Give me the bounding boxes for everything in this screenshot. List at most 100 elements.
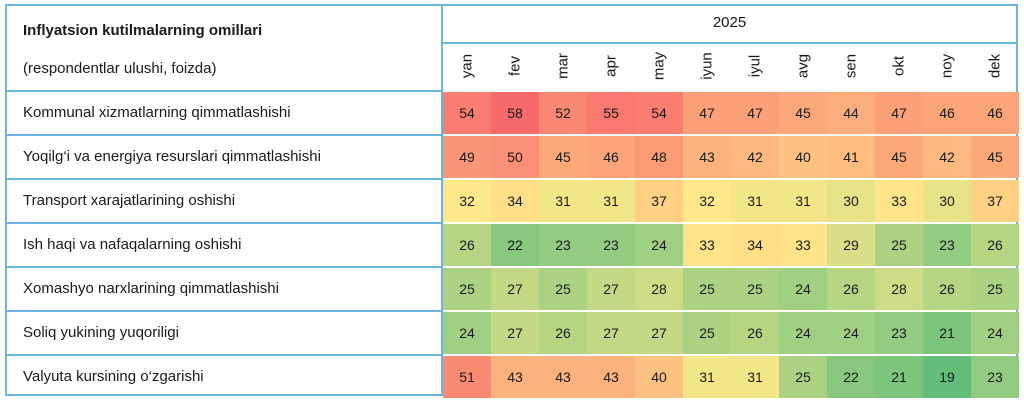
- heatmap-cell: 34: [491, 180, 539, 222]
- month-header: yan: [443, 42, 491, 90]
- heatmap-cell: 25: [731, 268, 779, 310]
- heatmap-cell: 42: [731, 136, 779, 178]
- heatmap-cell: 31: [731, 356, 779, 398]
- heatmap-cell: 25: [779, 356, 827, 398]
- heatmap-cell: 31: [779, 180, 827, 222]
- month-header: avg: [779, 42, 827, 90]
- heatmap-cell: 27: [587, 268, 635, 310]
- month-label: okt: [890, 55, 908, 77]
- heatmap-cell: 24: [827, 312, 875, 354]
- heatmap-cell: 21: [875, 356, 923, 398]
- heatmap-cell: 30: [923, 180, 971, 222]
- row-label: Yoqilg‘i va energiya resurslari qimmatla…: [7, 134, 441, 178]
- month-label: avg: [794, 53, 812, 79]
- heatmap-cell: 21: [923, 312, 971, 354]
- row-label: Xomashyo narxlarining qimmatlashishi: [7, 266, 441, 310]
- heatmap-cell: 33: [875, 180, 923, 222]
- heatmap-cell: 45: [779, 92, 827, 134]
- heatmap-cell: 26: [971, 224, 1019, 266]
- year-header: 2025: [443, 6, 1016, 44]
- heatmap-cell: 26: [827, 268, 875, 310]
- heatmap-cell: 24: [443, 312, 491, 354]
- heatmap-cell: 54: [443, 92, 491, 134]
- heatmap-cell: 27: [635, 312, 683, 354]
- heatmap-cell: 45: [971, 136, 1019, 178]
- heatmap-cell: 23: [875, 312, 923, 354]
- month-header: apr: [587, 42, 635, 90]
- heatmap-cell: 55: [587, 92, 635, 134]
- row-label: Soliq yukining yuqoriligi: [7, 310, 441, 354]
- month-label: noy: [938, 53, 956, 79]
- heatmap-cell: 31: [683, 356, 731, 398]
- month-label: yan: [458, 53, 476, 79]
- heatmap-cell: 45: [875, 136, 923, 178]
- heatmap-cell: 24: [971, 312, 1019, 354]
- heatmap-cell: 46: [971, 92, 1019, 134]
- heatmap-area: 2025 yan fev mar apr may iyun iyul avg sen okt noy…: [443, 6, 1019, 398]
- row-label-column: Inflyatsion kutilmalarning omillari (res…: [7, 6, 443, 394]
- heatmap-cell: 27: [491, 268, 539, 310]
- heatmap-cell: 54: [635, 92, 683, 134]
- month-label: may: [650, 51, 668, 81]
- heatmap-cell: 25: [443, 268, 491, 310]
- heatmap-cell: 19: [923, 356, 971, 398]
- heatmap-cell: 34: [731, 224, 779, 266]
- heatmap-cell: 40: [779, 136, 827, 178]
- chart-subtitle: (respondentlar ulushi, foizda): [23, 60, 217, 77]
- month-header: noy: [923, 42, 971, 90]
- month-label: dek: [986, 53, 1004, 79]
- month-label: sen: [842, 53, 860, 79]
- heatmap-cell: 28: [875, 268, 923, 310]
- row-label: Transport xarajatlarining oshishi: [7, 178, 441, 222]
- heatmap-cell: 43: [491, 356, 539, 398]
- heatmap-cell: 23: [971, 356, 1019, 398]
- heatmap-cell: 46: [923, 92, 971, 134]
- heatmap-cell: 43: [683, 136, 731, 178]
- month-header: dek: [971, 42, 1019, 90]
- heatmap-cell: 24: [779, 268, 827, 310]
- heatmap-cell: 37: [635, 180, 683, 222]
- heatmap-cell: 50: [491, 136, 539, 178]
- heatmap-cell: 25: [683, 312, 731, 354]
- month-header: fev: [491, 42, 539, 90]
- heatmap-cell: 26: [539, 312, 587, 354]
- month-header: iyun: [683, 42, 731, 90]
- heatmap-cell: 43: [587, 356, 635, 398]
- heatmap-cell: 27: [491, 312, 539, 354]
- heatmap-cell: 52: [539, 92, 587, 134]
- heatmap-cell: 26: [923, 268, 971, 310]
- heatmap-cell: 29: [827, 224, 875, 266]
- month-header: mar: [539, 42, 587, 90]
- heatmap-cell: 31: [539, 180, 587, 222]
- row-label: Valyuta kursining o‘zgarishi: [7, 354, 441, 398]
- month-header: okt: [875, 42, 923, 90]
- chart-title: Inflyatsion kutilmalarning omillari: [23, 22, 263, 39]
- heatmap-cell: 33: [779, 224, 827, 266]
- heatmap-cell: 48: [635, 136, 683, 178]
- heatmap-cell: 23: [587, 224, 635, 266]
- heatmap-cell: 25: [539, 268, 587, 310]
- month-label: apr: [602, 55, 620, 77]
- heatmap-cell: 25: [683, 268, 731, 310]
- heatmap-cell: 22: [827, 356, 875, 398]
- month-header: iyul: [731, 42, 779, 90]
- heatmap-cell: 46: [587, 136, 635, 178]
- heatmap-cell: 26: [443, 224, 491, 266]
- heatmap-cell: 24: [779, 312, 827, 354]
- heatmap-cell: 25: [875, 224, 923, 266]
- heatmap-cell: 58: [491, 92, 539, 134]
- row-label: Kommunal xizmatlarning qimmatlashishi: [7, 90, 441, 134]
- heatmap-cell: 22: [491, 224, 539, 266]
- heatmap-cell: 49: [443, 136, 491, 178]
- heatmap-table: Inflyatsion kutilmalarning omillari (res…: [5, 4, 1019, 398]
- heatmap-cell: 23: [923, 224, 971, 266]
- heatmap-cell: 24: [635, 224, 683, 266]
- month-label: iyun: [698, 52, 716, 80]
- heatmap-cell: 47: [875, 92, 923, 134]
- heatmap-cell: 27: [587, 312, 635, 354]
- heatmap-cell: 30: [827, 180, 875, 222]
- heatmap-cell: 31: [587, 180, 635, 222]
- heatmap-cell: 25: [971, 268, 1019, 310]
- heatmap-cell: 33: [683, 224, 731, 266]
- month-label: fev: [506, 55, 524, 77]
